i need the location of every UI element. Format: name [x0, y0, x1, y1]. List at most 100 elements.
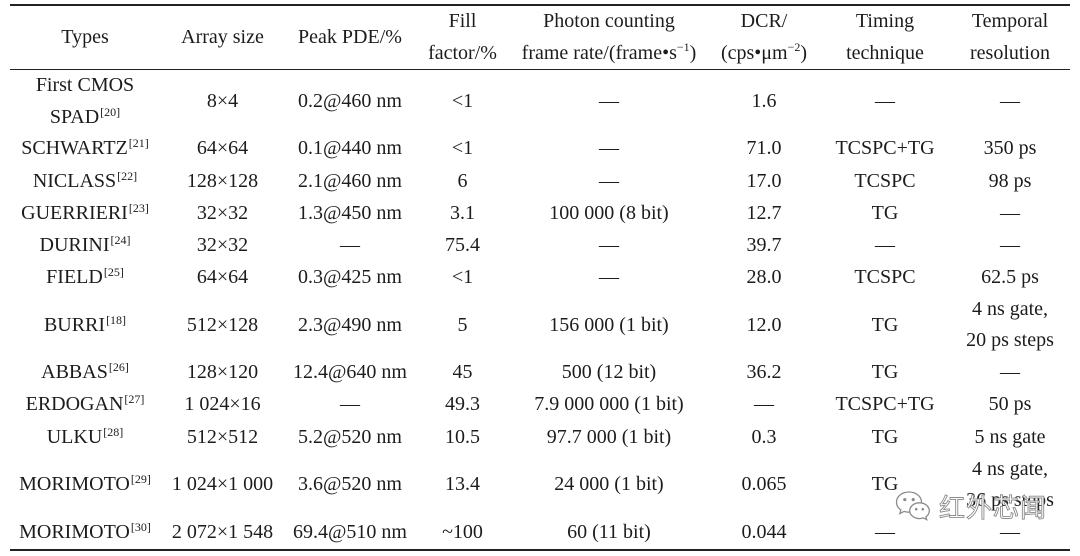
cell-value: 156 000 (1 bit)	[549, 313, 669, 336]
table-row: MORIMOTO[29] 1 024×1 000 3.6@520 nm 13.4 24 …	[10, 454, 1070, 517]
cell-value: 39.7	[746, 233, 782, 256]
sensor-name-line: ABBAS[26]	[10, 357, 160, 389]
cell-value: 3.6@520 nm	[298, 473, 402, 496]
cell-value: —	[1000, 361, 1020, 384]
cell-value: —	[340, 233, 360, 256]
sensor-name-line: SPAD[20]	[10, 102, 160, 134]
cell-photon-counting-frame-rate: —	[510, 262, 708, 294]
cell-array-size: 8×4	[160, 70, 285, 134]
header-line: Fill	[448, 10, 477, 32]
cell-fill-factor: 3.1	[415, 197, 510, 229]
cell-value: 350 ps	[983, 137, 1037, 160]
cell-value: 69.4@510 nm	[293, 520, 407, 543]
cell-array-size: 512×512	[160, 421, 285, 453]
sensor-name-line: GUERRIERI[23]	[10, 198, 160, 230]
cell-value: TCSPC	[854, 266, 916, 289]
cell-array-size: 64×64	[160, 133, 285, 165]
cell-timing-technique: —	[820, 517, 950, 550]
cell-array-size: 1 024×1 000	[160, 454, 285, 517]
cell-line: 4 ns gate,	[971, 297, 1049, 320]
cell-value: —	[754, 393, 774, 416]
cell-peak-pde: 69.4@510 nm	[285, 517, 415, 550]
cell-value: TG	[871, 425, 899, 448]
reference-number: [21]	[128, 136, 149, 151]
cell-fill-factor: 45	[415, 357, 510, 389]
cell-types: ERDOGAN[27]	[10, 389, 160, 421]
table-row: ERDOGAN[27] 1 024×16 — 49.3 7.9 000 000 (1 b…	[10, 389, 1070, 421]
cell-temporal-resolution: 50 ps	[950, 389, 1070, 421]
cell-value: —	[599, 266, 619, 289]
sensor-name-line: SCHWARTZ[21]	[10, 133, 160, 165]
cell-photon-counting-frame-rate: 97.7 000 (1 bit)	[510, 421, 708, 453]
cell-fill-factor: 5	[415, 294, 510, 357]
cell-temporal-resolution: 62.5 ps	[950, 262, 1070, 294]
unit-superscript: −1	[676, 39, 690, 54]
cell-temporal-resolution: —	[950, 357, 1070, 389]
cell-value: TG	[871, 361, 899, 384]
cell-value: 98 ps	[988, 169, 1032, 192]
sensor-name: First CMOS	[35, 74, 135, 96]
cell-value: 75.4	[445, 233, 480, 256]
cell-value: —	[875, 89, 895, 112]
spad-sensor-comparison-table: Types Array size Peak PDE/% Fill factor/% Pho…	[10, 4, 1070, 551]
sensor-name: FIELD	[46, 266, 103, 289]
cell-value: <1	[451, 89, 474, 112]
cell-dcr: 17.0	[708, 165, 820, 197]
cell-value: 28.0	[746, 266, 782, 289]
cell-value: 32×32	[196, 233, 249, 256]
reference-number: [29]	[130, 472, 151, 487]
header-text: (cps•μm	[720, 41, 788, 64]
cell-value: —	[599, 137, 619, 160]
cell-value: —	[599, 233, 619, 256]
table-row: ABBAS[26] 128×120 12.4@640 nm 45 500 (12 bit…	[10, 357, 1070, 389]
cell-array-size: 32×32	[160, 230, 285, 262]
cell-dcr: 1.6	[708, 70, 820, 134]
table-row: NICLASS[22] 128×128 2.1@460 nm 6 — 17.0 TCSPC 9…	[10, 165, 1070, 197]
cell-temporal-resolution: —	[950, 197, 1070, 229]
cell-value: 2.1@460 nm	[298, 169, 402, 192]
cell-types: ABBAS[26]	[10, 357, 160, 389]
header-temporal-resolution: Temporal resolution	[950, 5, 1070, 70]
sensor-name: SCHWARTZ	[21, 137, 128, 160]
cell-value: 64×64	[196, 137, 249, 160]
cell-dcr: 0.3	[708, 421, 820, 453]
cell-value: —	[340, 393, 360, 416]
sensor-name-line: DURINI[24]	[10, 230, 160, 262]
sensor-name: ERDOGAN	[25, 393, 124, 416]
cell-types: SCHWARTZ[21]	[10, 133, 160, 165]
cell-fill-factor: 6	[415, 165, 510, 197]
reference-number: [30]	[130, 519, 151, 534]
table-row: MORIMOTO[30] 2 072×1 548 69.4@510 nm ~100 60…	[10, 517, 1070, 550]
cell-dcr: 39.7	[708, 230, 820, 262]
cell-types: First CMOS SPAD[20]	[10, 70, 160, 134]
cell-fill-factor: <1	[415, 70, 510, 134]
cell-peak-pde: 0.3@425 nm	[285, 262, 415, 294]
header-fill-factor: Fill factor/%	[415, 5, 510, 70]
sensor-name-line: First CMOS	[10, 70, 160, 102]
cell-types: MORIMOTO[30]	[10, 517, 160, 550]
reference-number: [22]	[117, 168, 138, 183]
cell-timing-technique: TCSPC+TG	[820, 133, 950, 165]
cell-value: <1	[451, 137, 474, 160]
cell-fill-factor: 49.3	[415, 389, 510, 421]
header-dcr: DCR/ (cps•μm−2)	[708, 5, 820, 70]
sensor-name-line: BURRI[18]	[10, 310, 160, 342]
cell-value: —	[875, 520, 895, 543]
header-line: Types	[61, 25, 109, 48]
cell-types: MORIMOTO[29]	[10, 454, 160, 517]
sensor-name: SPAD	[49, 105, 100, 128]
cell-value: ~100	[442, 520, 483, 543]
header-text: frame rate/(frame•s	[521, 41, 677, 64]
cell-value: 128×128	[186, 169, 259, 192]
sensor-name: GUERRIERI	[21, 201, 128, 224]
cell-value: 1.6	[751, 89, 777, 112]
cell-dcr: —	[708, 389, 820, 421]
cell-timing-technique: TG	[820, 197, 950, 229]
cell-value: 2 072×1 548	[171, 520, 274, 543]
cell-array-size: 64×64	[160, 262, 285, 294]
reference-number: [28]	[103, 424, 124, 439]
cell-value: 97.7 000 (1 bit)	[546, 425, 672, 448]
cell-value: 0.3@425 nm	[298, 266, 402, 289]
cell-value: 5	[457, 313, 468, 336]
